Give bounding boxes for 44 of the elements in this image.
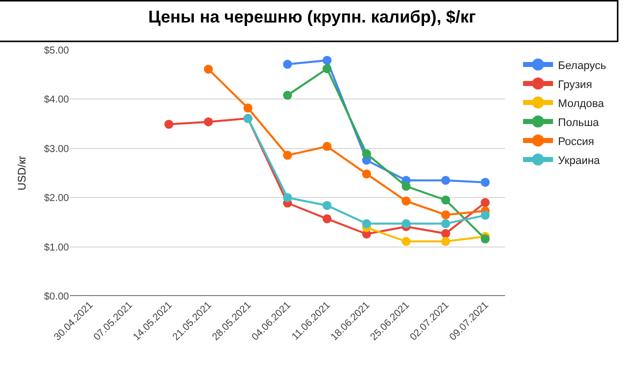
- point: [204, 64, 213, 74]
- legend-label: Россия: [558, 136, 594, 148]
- chart-title: Цены на черешню (крупн. калибр), $/кг: [148, 8, 476, 27]
- point: [402, 182, 411, 191]
- point: [441, 176, 450, 185]
- point: [441, 229, 450, 238]
- point: [283, 193, 292, 202]
- point: [283, 150, 292, 160]
- point: [441, 210, 450, 220]
- point: [441, 219, 450, 228]
- y-axis-title: USD/кг: [16, 155, 29, 191]
- point: [322, 214, 332, 224]
- point: [362, 219, 372, 228]
- point: [362, 169, 372, 178]
- point: [322, 200, 332, 210]
- point: [362, 149, 372, 158]
- legend-label: Молдова: [558, 98, 605, 110]
- y-tick-label: $4.00: [44, 94, 70, 106]
- point: [322, 56, 332, 65]
- point: [204, 117, 213, 126]
- point: [322, 142, 332, 151]
- legend-label: Польша: [558, 116, 600, 129]
- point: [283, 90, 292, 100]
- y-tick-label: $3.00: [44, 144, 70, 155]
- point: [402, 219, 411, 228]
- point: [283, 60, 292, 69]
- point: [243, 104, 252, 113]
- point: [322, 64, 332, 74]
- point: [402, 236, 411, 246]
- point: [441, 196, 450, 205]
- point: [480, 178, 490, 187]
- legend-label: Беларусь: [558, 60, 606, 72]
- point: [164, 120, 174, 129]
- legend-label: Украина: [558, 154, 601, 167]
- point: [441, 236, 450, 246]
- legend-label: Грузия: [558, 78, 592, 91]
- y-tick-label: $2.00: [44, 193, 70, 204]
- y-tick-label: $0.00: [44, 292, 70, 302]
- y-tick-label: $5.00: [44, 46, 70, 56]
- point: [480, 210, 490, 220]
- point: [402, 196, 411, 206]
- point: [480, 198, 490, 208]
- point: [480, 234, 490, 244]
- y-tick-label: $1.00: [44, 242, 70, 254]
